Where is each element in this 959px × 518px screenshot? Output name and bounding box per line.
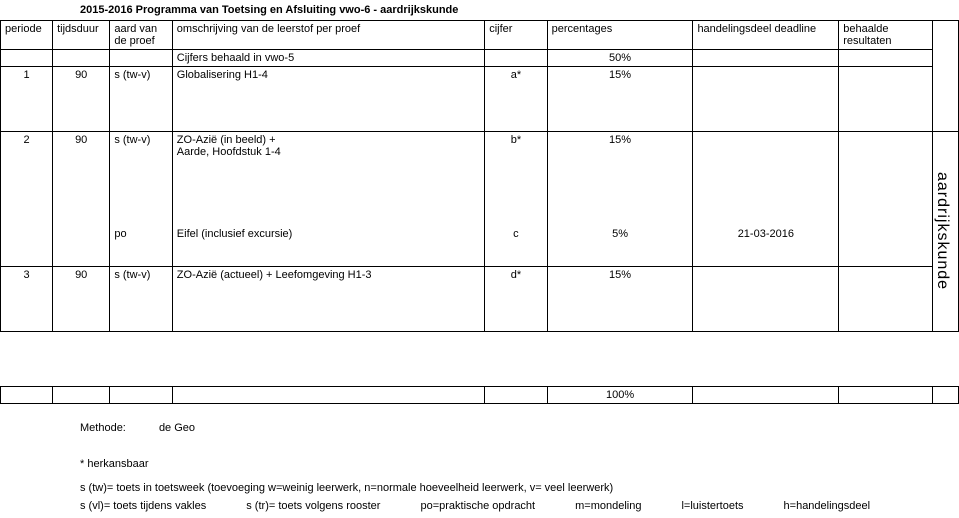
side-spacer-top: [932, 21, 958, 132]
cell-aard: s (tw-v): [110, 67, 172, 132]
col-omschrijving: omschrijving van de leerstof per proef: [172, 21, 484, 50]
legend-item: h=handelingsdeel: [784, 500, 871, 512]
cell-tijdsduur: 90: [53, 67, 110, 132]
legend-line-1: s (tw)= toets in toetsweek (toevoeging w…: [80, 482, 959, 494]
cell-percentages: 5%: [547, 226, 693, 266]
legend-item: po=praktische opdracht: [420, 500, 535, 512]
legend-line-2: s (vl)= toets tijdens vakles s (tr)= toe…: [80, 494, 959, 512]
cell-periode: 2: [1, 132, 53, 267]
col-handelingsdeel: handelingsdeel deadline: [693, 21, 839, 50]
col-behaalde: behaalde resultaten: [839, 21, 933, 50]
spacer-row: [1, 331, 959, 386]
cell-percentages: 50%: [547, 50, 693, 67]
legend-item: s (vl)= toets tijdens vakles: [80, 500, 206, 512]
table-row: 3 90 s (tw-v) ZO-Azië (actueel) + Leefom…: [1, 266, 959, 331]
col-periode: periode: [1, 21, 53, 50]
cell-omschrijving: Eifel (inclusief excursie): [172, 226, 484, 266]
col-percentages: percentages: [547, 21, 693, 50]
cell-omschrijving: ZO-Azië (in beeld) + Aarde, Hoofdstuk 1-…: [172, 132, 484, 227]
cell-aard: s (tw-v): [110, 132, 172, 227]
cell-aard: po: [110, 226, 172, 266]
subject-side-label: aardrijkskunde: [933, 162, 951, 300]
cell-tijdsduur: 90: [53, 132, 110, 267]
cell-total-percentages: 100%: [547, 386, 693, 403]
table-row: po Eifel (inclusief excursie) c 5% 21-03…: [1, 226, 959, 266]
cell-percentages: 15%: [547, 266, 693, 331]
legend-item: m=mondeling: [575, 500, 641, 512]
col-cijfer: cijfer: [485, 21, 547, 50]
cell-cijfer: b*: [485, 132, 547, 227]
cell-handelingsdeel: 21-03-2016: [693, 226, 839, 266]
total-row: 100%: [1, 386, 959, 403]
col-tijdsduur: tijdsduur: [53, 21, 110, 50]
col-aard: aard van de proef: [110, 21, 172, 50]
cell-tijdsduur: 90: [53, 266, 110, 331]
legend-item: s (tr)= toets volgens rooster: [246, 500, 380, 512]
cell-periode: 1: [1, 67, 53, 132]
footer: Methode: de Geo * herkansbaar s (tw)= to…: [0, 404, 959, 518]
page-title: 2015-2016 Programma van Toetsing en Afsl…: [0, 0, 959, 20]
herkansbaar-note: * herkansbaar: [80, 446, 959, 482]
methode-label: Methode:: [80, 422, 126, 434]
cell-periode: 3: [1, 266, 53, 331]
table-row: 2 90 s (tw-v) ZO-Azië (in beeld) + Aarde…: [1, 132, 959, 227]
side-label-cell: aardrijkskunde: [932, 132, 958, 332]
side-spacer-bottom: [932, 386, 958, 403]
cell-cijfer: d*: [485, 266, 547, 331]
cell-omschrijving: ZO-Azië (actueel) + Leefomgeving H1-3: [172, 266, 484, 331]
cell-aard: s (tw-v): [110, 266, 172, 331]
cell-cijfer: c: [485, 226, 547, 266]
cell-percentages: 15%: [547, 67, 693, 132]
table-row: Cijfers behaald in vwo-5 50%: [1, 50, 959, 67]
cell-omschrijving: Cijfers behaald in vwo-5: [172, 50, 484, 67]
cell-percentages: 15%: [547, 132, 693, 227]
cell-omschrijving: Globalisering H1-4: [172, 67, 484, 132]
pta-table: periode tijdsduur aard van de proef omsc…: [0, 20, 959, 404]
header-row: periode tijdsduur aard van de proef omsc…: [1, 21, 959, 50]
legend-item: l=luistertoets: [681, 500, 743, 512]
cell-cijfer: a*: [485, 67, 547, 132]
methode-value: de Geo: [129, 422, 195, 434]
table-row: 1 90 s (tw-v) Globalisering H1-4 a* 15%: [1, 67, 959, 132]
